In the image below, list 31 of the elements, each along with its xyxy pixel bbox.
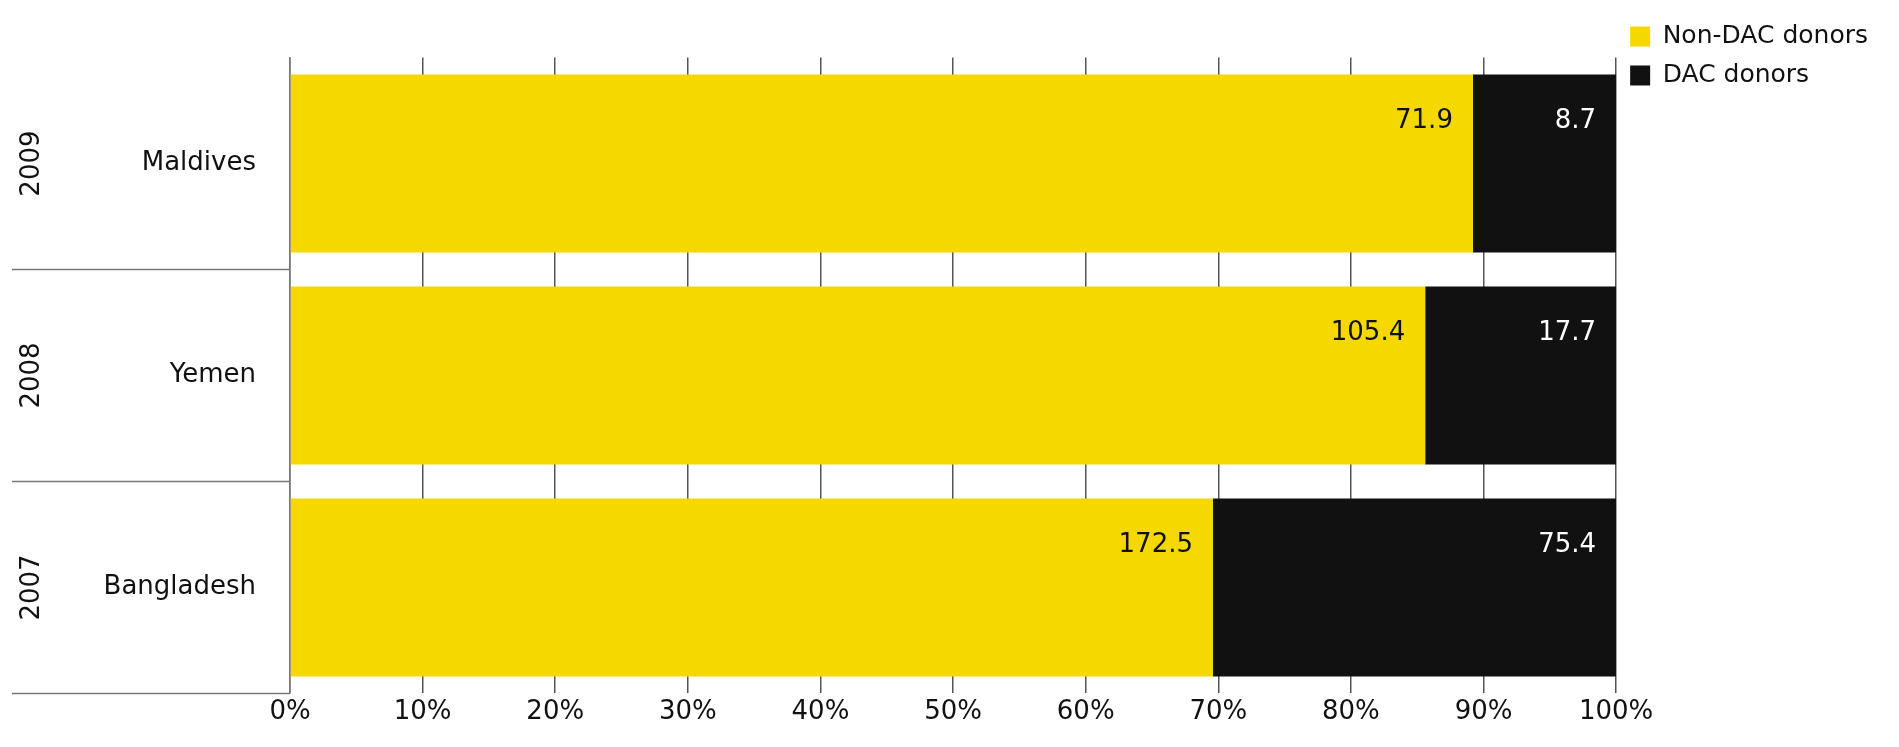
x-tick-label: 100% [1578,694,1654,725]
x-tick-label: 60% [1056,694,1115,725]
legend-label: Non-DAC donors [1662,20,1869,49]
y-tick-label: Yemen [168,358,256,389]
text: 2008 [14,342,45,409]
x-tick-label: 0% [269,694,311,725]
x-tick-label: 30% [658,694,717,725]
y-tick-label: Bangladesh [103,570,256,601]
text: 2007 [14,554,45,621]
x-tick-label: 90% [1454,694,1513,725]
annotation: 75.4 [1538,528,1597,559]
x-tick-label: 70% [1189,694,1248,725]
x-tick-label: 80% [1322,694,1380,725]
bar [290,74,1473,253]
x-tick-label: 40% [791,694,850,725]
annotation: 8.7 [1554,104,1597,135]
x-tick-label: 50% [924,694,982,725]
annotation: 172.5 [1118,528,1193,559]
legend-label: DAC donors [1662,59,1810,88]
bar [1425,286,1617,465]
annotation: 17.7 [1538,316,1597,347]
x-tick-label: 20% [526,694,585,725]
annotation: 71.9 [1395,104,1453,135]
text: 2009 [14,130,45,197]
bar [290,286,1426,465]
x-tick-label: 10% [393,694,452,725]
annotation: 105.4 [1330,316,1406,347]
bar [290,498,1213,677]
bar [1213,498,1617,677]
y-tick-label: Maldives [141,146,256,177]
bar [1472,74,1617,253]
